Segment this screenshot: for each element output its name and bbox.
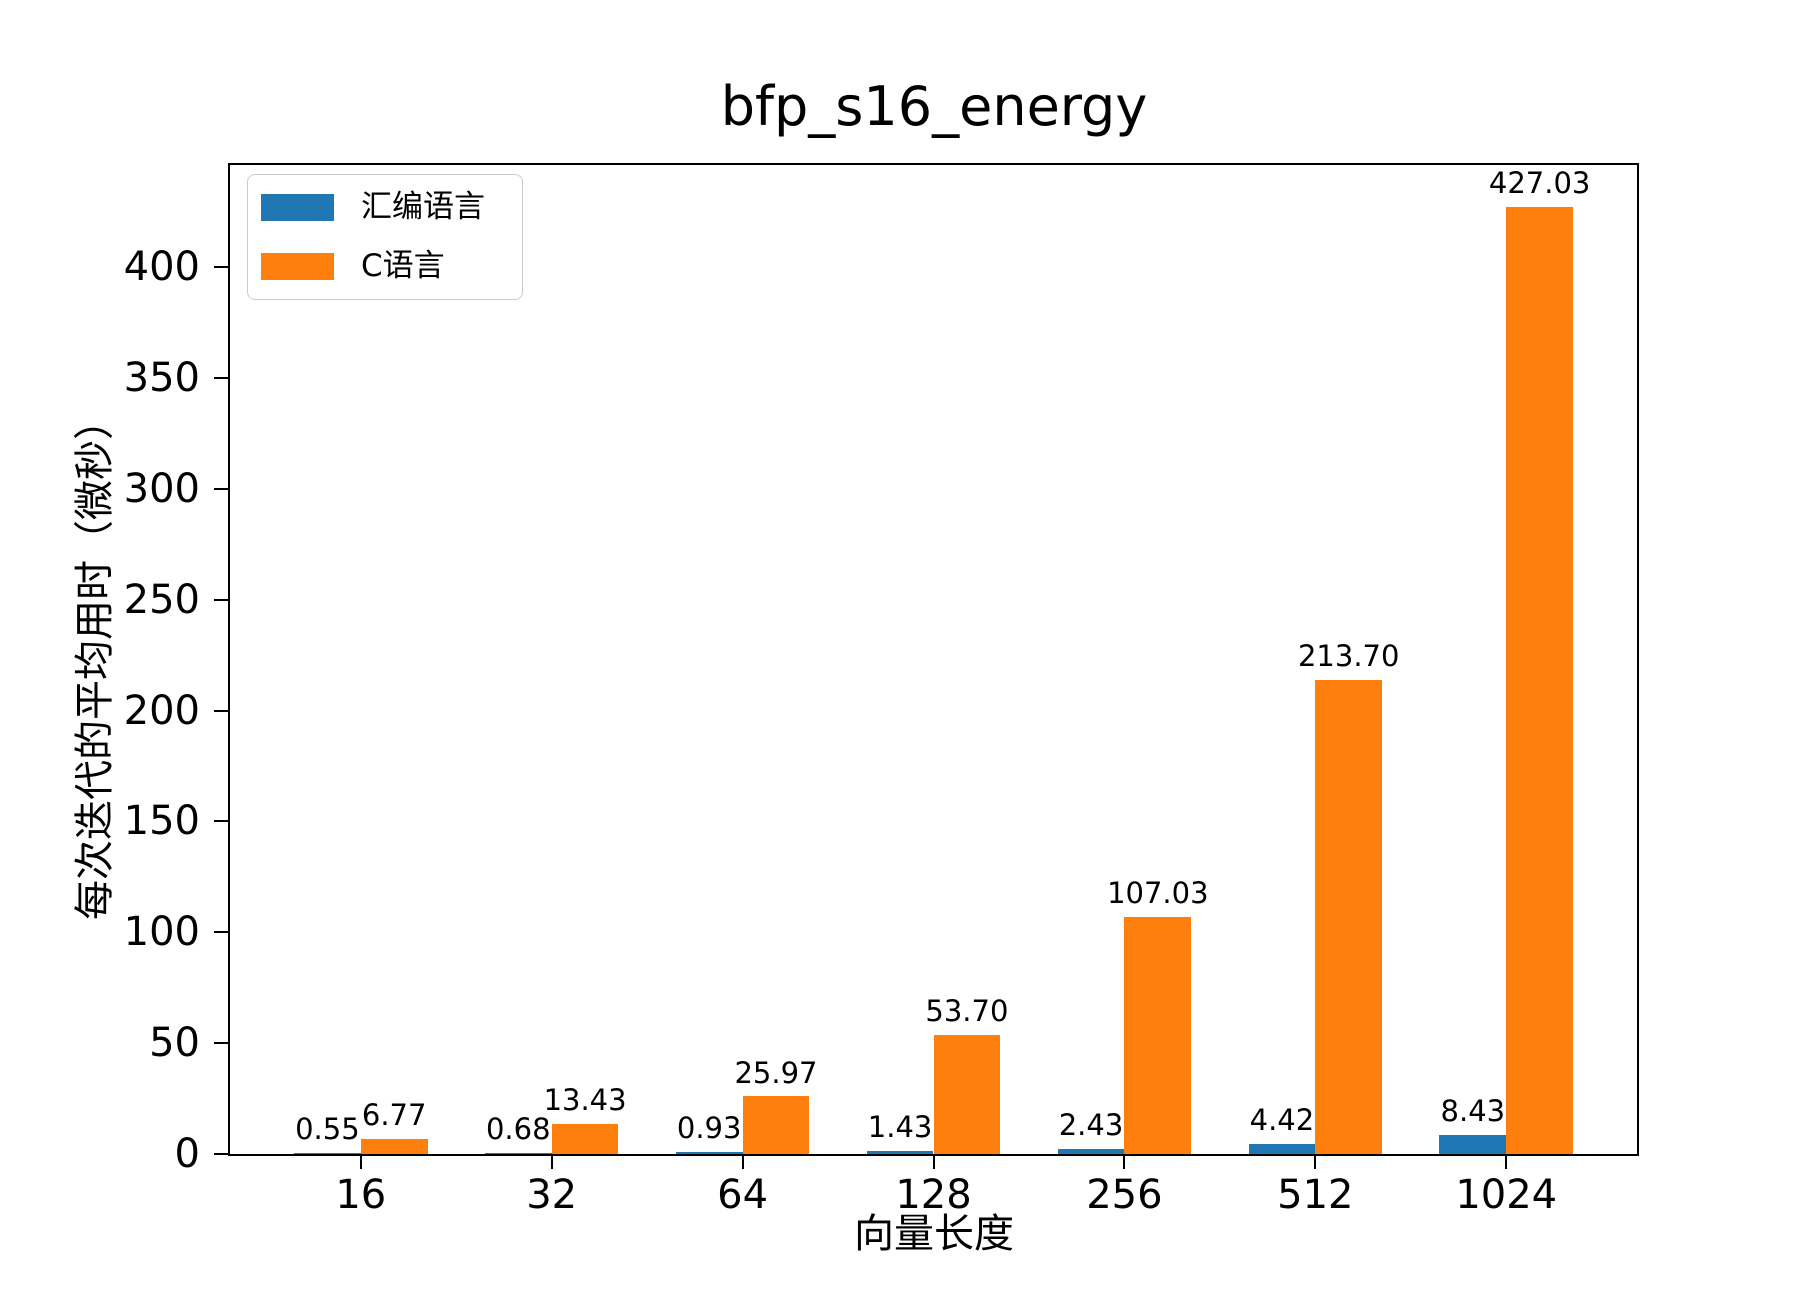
bar-asm-128 (866, 1150, 934, 1154)
legend-label-asm: 汇编语言 (361, 189, 485, 225)
ytick-350 (214, 376, 228, 379)
ytick-label-250: 250 (123, 576, 200, 623)
xtick-128 (932, 1156, 935, 1169)
xtick-512 (1314, 1156, 1317, 1169)
xtick-label-64: 64 (717, 1172, 769, 1218)
legend-item-c: C语言 (261, 251, 502, 282)
bar-value-label-asm-128: 1.43 (867, 1109, 933, 1144)
xtick-label-16: 16 (335, 1172, 387, 1218)
bar-asm-1024 (1439, 1135, 1507, 1154)
bar-c-32 (551, 1124, 619, 1154)
legend-item-asm: 汇编语言 (261, 192, 502, 223)
ytick-label-150: 150 (123, 798, 200, 845)
bar-value-label-asm-1024: 8.43 (1440, 1094, 1506, 1129)
ytick-label-0: 0 (174, 1131, 200, 1177)
bar-value-label-c-128: 53.70 (925, 994, 1009, 1029)
bar-asm-16 (293, 1152, 361, 1154)
xtick-label-1024: 1024 (1455, 1172, 1558, 1218)
bar-value-label-asm-16: 0.55 (295, 1111, 360, 1146)
xtick-1024 (1505, 1156, 1508, 1169)
bar-value-label-asm-512: 4.42 (1249, 1103, 1315, 1138)
legend-label-c: C语言 (361, 248, 445, 284)
bar-value-label-c-256: 107.03 (1107, 875, 1209, 910)
xtick-label-256: 256 (1086, 1172, 1163, 1218)
xtick-label-128: 128 (895, 1172, 972, 1218)
bar-value-label-c-512: 213.70 (1297, 639, 1400, 674)
xtick-32 (550, 1156, 553, 1169)
ytick-0 (214, 1153, 228, 1155)
ytick-300 (214, 487, 228, 490)
ytick-200 (214, 709, 228, 712)
bar-c-64 (742, 1096, 810, 1154)
legend: 汇编语言 C语言 (247, 174, 523, 300)
xtick-label-512: 512 (1277, 1172, 1354, 1218)
bar-c-16 (360, 1139, 428, 1154)
ytick-400 (214, 266, 228, 268)
bar-value-label-asm-256: 2.43 (1058, 1107, 1124, 1142)
ytick-label-50: 50 (149, 1020, 200, 1067)
ytick-label-100: 100 (123, 909, 200, 956)
legend-swatch-asm (261, 194, 334, 221)
ytick-label-300: 300 (123, 465, 200, 512)
bar-value-label-asm-64: 0.93 (676, 1111, 742, 1146)
bar-asm-256 (1057, 1148, 1125, 1154)
bar-asm-512 (1248, 1144, 1316, 1154)
xtick-label-32: 32 (526, 1172, 578, 1218)
bar-value-label-c-64: 25.97 (734, 1055, 818, 1090)
chart-title: bfp_s16_energy (720, 75, 1148, 138)
bar-c-512 (1315, 680, 1383, 1154)
bar-asm-32 (484, 1152, 552, 1154)
bar-c-128 (933, 1034, 1001, 1154)
xtick-64 (741, 1156, 744, 1169)
xtick-16 (359, 1156, 362, 1169)
ytick-50 (214, 1042, 228, 1045)
ytick-250 (214, 598, 228, 601)
bar-c-256 (1124, 916, 1192, 1154)
ytick-label-350: 350 (123, 354, 200, 401)
bar-value-label-asm-32: 0.68 (485, 1111, 551, 1146)
bar-value-label-c-16: 6.77 (361, 1098, 427, 1133)
bar-c-1024 (1506, 207, 1574, 1154)
legend-swatch-c (261, 253, 334, 280)
bar-value-label-c-32: 13.43 (543, 1083, 627, 1118)
ytick-label-200: 200 (123, 687, 200, 734)
xtick-256 (1123, 1156, 1126, 1169)
bar-value-label-c-1024: 427.03 (1488, 166, 1591, 201)
ytick-100 (214, 931, 228, 934)
x-axis-label: 向量长度 (854, 1211, 1014, 1257)
plot-area: 汇编语言 C语言 0 50 100 150 200 250 300 350 400 16 32 64 12… (124, 163, 1639, 1217)
bar-asm-64 (675, 1151, 743, 1154)
ytick-150 (214, 820, 228, 823)
ytick-label-400: 400 (123, 244, 200, 290)
